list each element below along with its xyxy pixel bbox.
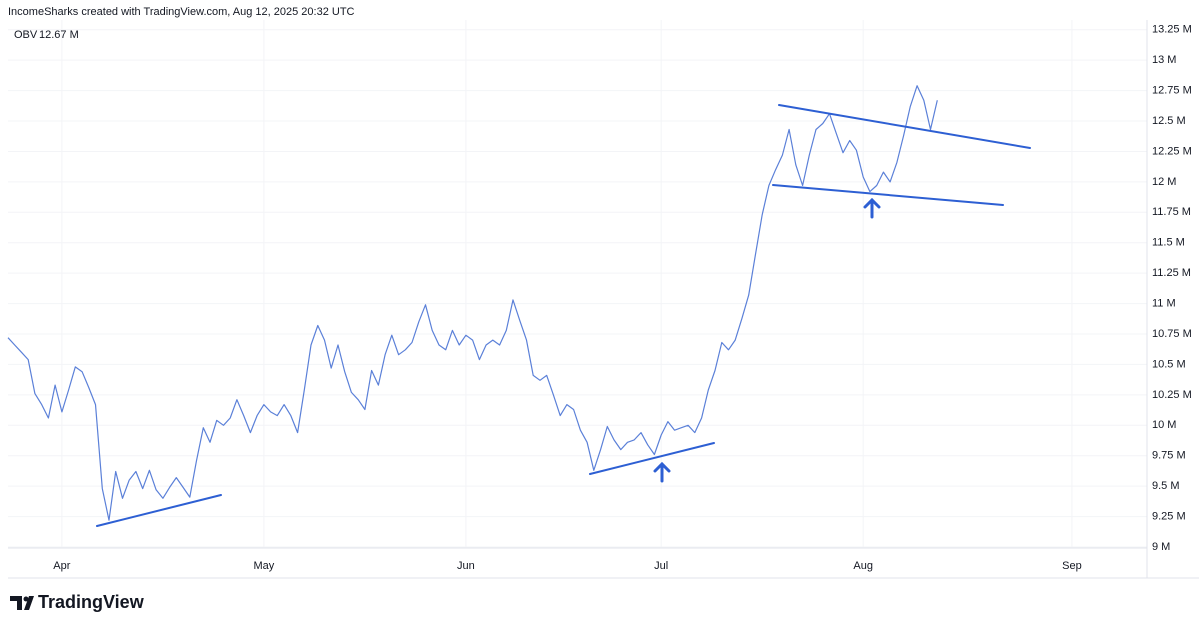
logo-icon — [23, 596, 29, 602]
logo: TradingView — [10, 592, 145, 612]
y-tick-label: 12.25 M — [1152, 145, 1192, 157]
y-tick-label: 13 M — [1152, 54, 1176, 66]
y-tick-label: 10.75 M — [1152, 328, 1192, 340]
trendlines — [96, 104, 1031, 527]
y-tick-label: 11.75 M — [1152, 206, 1191, 218]
y-tick-label: 10.5 M — [1152, 358, 1186, 370]
y-tick-label: 12.5 M — [1152, 115, 1186, 127]
x-tick-label: Jun — [457, 560, 475, 572]
y-tick-label: 12.75 M — [1152, 84, 1192, 96]
chart-title: IncomeSharks created with TradingView.co… — [8, 6, 355, 18]
y-tick-label: 11 M — [1152, 297, 1176, 309]
legend-value: 12.67 M — [39, 29, 79, 41]
y-tick-label: 11.25 M — [1152, 267, 1191, 279]
logo-text: TradingView — [38, 592, 145, 612]
y-tick-label: 9.25 M — [1152, 510, 1186, 522]
y-tick-label: 10 M — [1152, 419, 1176, 431]
y-tick-label: 10.25 M — [1152, 389, 1192, 401]
y-tick-label: 12 M — [1152, 176, 1176, 188]
x-tick-label: Jul — [654, 560, 668, 572]
trendline — [589, 442, 715, 475]
arrow — [653, 461, 671, 483]
y-tick-label: 9.75 M — [1152, 450, 1186, 462]
legend-name: OBV — [14, 29, 38, 41]
trendline — [772, 184, 1004, 206]
x-tick-label: Apr — [53, 560, 70, 572]
x-tick-label: May — [253, 560, 274, 572]
y-tick-label: 9 M — [1152, 541, 1170, 553]
x-tick-label: Sep — [1062, 560, 1082, 572]
plot — [7, 85, 938, 521]
arrow — [863, 197, 881, 219]
trendline — [96, 494, 222, 527]
x-tick-label: Aug — [853, 560, 873, 572]
line-series — [7, 85, 938, 521]
trendline — [778, 104, 1031, 149]
y-tick-label: 11.5 M — [1152, 237, 1185, 249]
y-tick-label: 9.5 M — [1152, 480, 1180, 492]
y-tick-label: 13.25 M — [1152, 24, 1192, 36]
grid — [8, 20, 1147, 548]
